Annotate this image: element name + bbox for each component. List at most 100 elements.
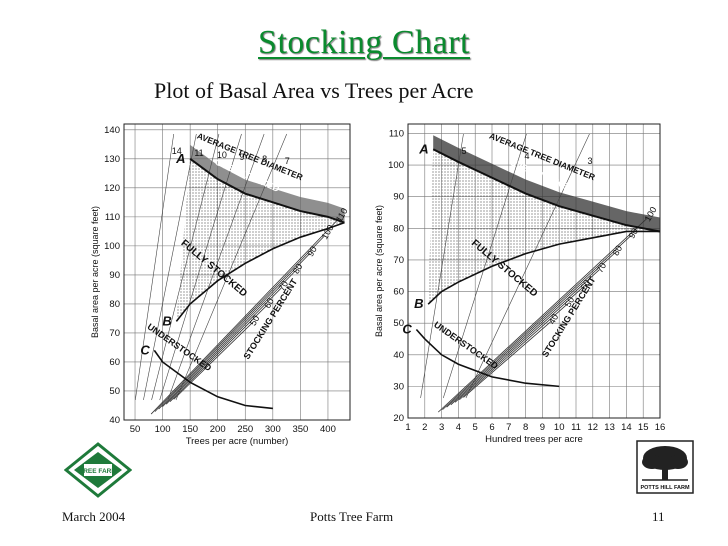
- overstocked-band: [190, 144, 345, 223]
- diameter-label: 8: [262, 154, 267, 164]
- y-tick-label: 110: [389, 128, 404, 139]
- stocking-percent-label: 90: [627, 227, 641, 241]
- diameter-ray: [151, 133, 220, 401]
- diameter-ray: [167, 133, 265, 401]
- y-tick-label: 130: [104, 154, 120, 165]
- x-tick-label: 350: [292, 424, 308, 435]
- stocking-percent-label: 70: [277, 279, 291, 293]
- region-label-understocked: UNDERSTOCKED: [432, 319, 500, 371]
- stocking-percent-label: 50: [563, 295, 577, 309]
- diameter-label: 10: [217, 150, 227, 160]
- y-tick-label: 80: [109, 299, 120, 310]
- series-label-b: B: [162, 313, 171, 328]
- diameter-ray: [159, 133, 242, 401]
- stocking-percent-line: [169, 304, 268, 403]
- tree-farm-logo-text: TREE FARM: [79, 468, 117, 475]
- plot-frame: [407, 123, 661, 419]
- y-axis-label: Basal area per acre (square feet): [374, 205, 384, 337]
- x-tick-label: 9: [540, 422, 545, 433]
- fully-stocked-region: [428, 149, 660, 305]
- x-tick-label: 150: [182, 424, 198, 435]
- stocking-percent-label: 70: [595, 261, 609, 275]
- diameter-ray: [442, 133, 527, 399]
- y-tick-label: 100: [104, 241, 120, 252]
- series-label-a: A: [418, 141, 428, 156]
- diameter-ray: [143, 133, 197, 401]
- series-line-c: [153, 349, 273, 410]
- y-tick-label: 40: [393, 350, 404, 361]
- y-tick-label: 50: [393, 318, 404, 329]
- series-line-b: [175, 221, 345, 322]
- stocking-percent-label: 60: [262, 296, 276, 310]
- stocking-percent-line: [165, 287, 282, 405]
- diameter-label: 5: [461, 146, 466, 156]
- stocking-percent-line: [463, 320, 552, 398]
- series-label-c: C: [140, 342, 150, 357]
- x-tick-label: 50: [130, 424, 141, 435]
- diameter-label: 7: [285, 156, 290, 166]
- stocking-percent-label: 90: [305, 245, 319, 259]
- plot-frame: [123, 123, 351, 421]
- slide-subtitle: Plot of Basal Area vs Trees per Acre: [154, 78, 474, 103]
- stocking-percent-line: [450, 269, 600, 406]
- stocking-percent-line: [437, 217, 648, 413]
- x-tick-label: 3: [439, 422, 444, 433]
- stocking-percent-label: 60: [579, 278, 593, 292]
- y-tick-label: 60: [393, 287, 404, 298]
- series-label-c: C: [402, 321, 412, 336]
- tree-farm-diamond-logo: TREE FARM: [64, 442, 132, 498]
- slide-title: Stocking Chart: [258, 24, 470, 61]
- x-axis-label: Hundred trees per acre: [485, 434, 583, 445]
- x-tick-label: 100: [155, 424, 171, 435]
- stocking-percent-label: 80: [291, 262, 305, 276]
- stocking-percent-line: [458, 303, 568, 401]
- stocking-percent-line: [446, 252, 616, 408]
- stocking-percent-label: 50: [248, 314, 262, 328]
- x-tick-label: 13: [604, 422, 615, 433]
- diameter-label: 3: [587, 156, 592, 166]
- x-tick-label: 400: [320, 424, 336, 435]
- x-tick-label: 12: [588, 422, 599, 433]
- stocking-percent-label: 40: [547, 312, 561, 326]
- stocking-percent-line: [158, 252, 311, 410]
- x-tick-label: 16: [655, 422, 666, 433]
- stocking-percent-line: [454, 286, 584, 403]
- page-number: 11: [652, 509, 665, 524]
- y-tick-label: 80: [393, 223, 404, 234]
- y-tick-label: 110: [105, 212, 120, 223]
- x-tick-label: 2: [422, 422, 427, 433]
- y-tick-label: 120: [104, 183, 120, 194]
- series-line-c: [415, 328, 560, 388]
- x-tick-label: 1: [405, 422, 410, 433]
- x-tick-label: 200: [210, 424, 226, 435]
- overstocked-band: [433, 135, 660, 232]
- y-tick-label: 20: [393, 413, 404, 424]
- x-tick-label: 300: [265, 424, 281, 435]
- footer-date: March 2004: [62, 509, 126, 524]
- x-tick-label: 10: [554, 422, 565, 433]
- stocking-percent-label: 80: [611, 244, 625, 258]
- y-axis-label: Basal area per acre (square feet): [90, 206, 100, 338]
- x-tick-label: 8: [523, 422, 528, 433]
- diameter-ray: [135, 133, 175, 401]
- series-line-a: [432, 148, 661, 233]
- y-tick-label: 100: [388, 160, 404, 171]
- y-tick-label: 70: [109, 328, 120, 339]
- y-tick-label: 30: [393, 381, 404, 392]
- x-tick-label: 250: [237, 424, 253, 435]
- stocking-percent-line: [173, 322, 254, 400]
- stocking-percent-line: [150, 218, 339, 415]
- fully-stocked-region: [176, 158, 345, 322]
- y-tick-label: 70: [393, 255, 404, 266]
- series-label-a: A: [175, 151, 185, 166]
- y-tick-label: 90: [393, 192, 404, 203]
- y-tick-label: 60: [109, 357, 120, 368]
- y-tick-label: 40: [109, 415, 120, 426]
- y-tick-label: 50: [109, 386, 120, 397]
- diameter-label: 4: [524, 151, 529, 161]
- x-tick-label: 6: [489, 422, 494, 433]
- x-tick-label: 15: [638, 422, 649, 433]
- x-tick-label: 7: [506, 422, 511, 433]
